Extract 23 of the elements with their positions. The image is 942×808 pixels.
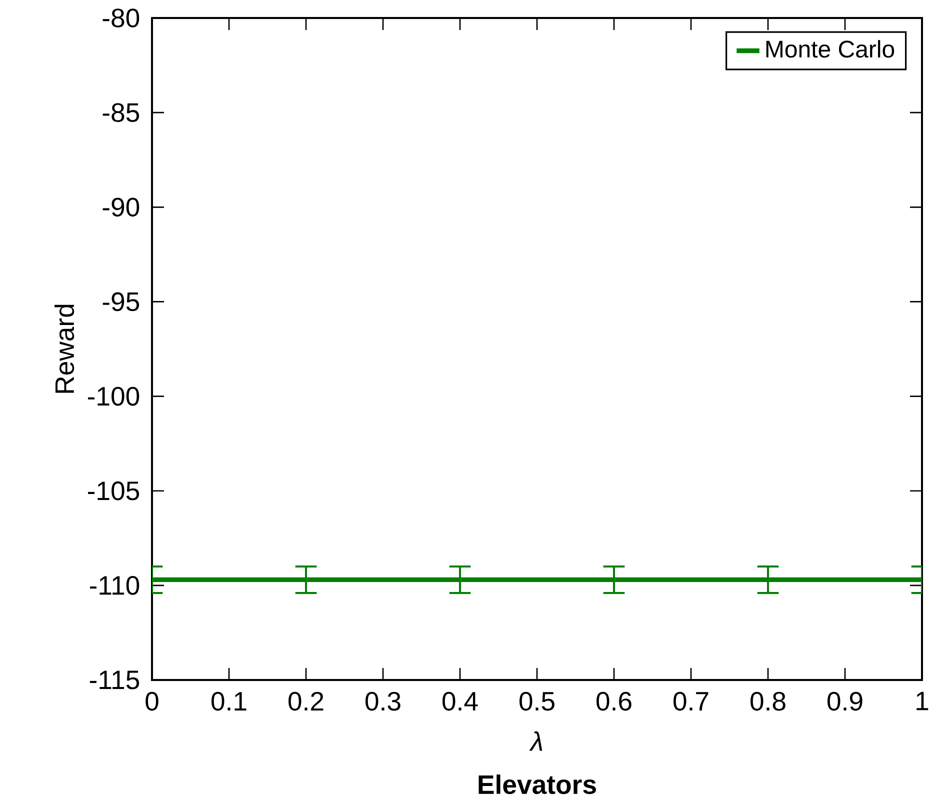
text: Elevators (478, 774, 596, 794)
y-tick-label: -90 (102, 198, 140, 217)
x-tick-label: 0.5 (520, 692, 554, 711)
x-axis-title: λ (529, 731, 542, 751)
y-tick-label: -85 (102, 103, 140, 122)
legend-label: Monte Carlo (766, 40, 894, 58)
y-tick-label: -110 (90, 576, 140, 595)
y-tick-label: -105 (88, 481, 140, 500)
x-tick-label: 0.1 (212, 692, 246, 711)
x-tick-label: 0.2 (288, 692, 324, 711)
y-tick-label: -95 (102, 292, 140, 312)
x-tick-label: 0.7 (674, 692, 708, 711)
x-tick-label: 0.8 (750, 692, 786, 711)
x-tick-label: 1 (916, 692, 928, 710)
y-tick-label: -115 (90, 670, 140, 690)
x-tick-label: 0.3 (366, 692, 400, 711)
x-tick-label: 0.6 (596, 692, 632, 711)
x-tick-label: 0.9 (828, 692, 862, 711)
y-tick-label: -100 (88, 386, 140, 406)
x-tick-label: 0 (146, 692, 158, 711)
y-axis-title: Reward (54, 304, 74, 393)
x-tick-label: 0.4 (442, 692, 478, 711)
y-tick-label: -80 (102, 8, 140, 28)
